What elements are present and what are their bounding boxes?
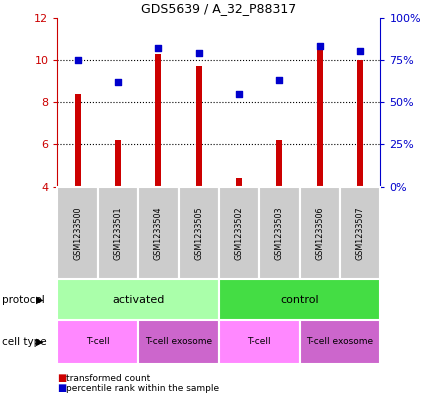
Bar xyxy=(57,187,98,279)
Point xyxy=(316,43,323,50)
Title: GDS5639 / A_32_P88317: GDS5639 / A_32_P88317 xyxy=(141,2,297,15)
Bar xyxy=(138,320,219,364)
Text: ▶: ▶ xyxy=(36,295,43,305)
Bar xyxy=(196,66,202,187)
Bar xyxy=(219,187,259,279)
Point xyxy=(114,79,122,85)
Text: ■: ■ xyxy=(57,373,67,383)
Text: GSM1233505: GSM1233505 xyxy=(194,206,203,260)
Text: protocol: protocol xyxy=(2,295,45,305)
Text: ■: ■ xyxy=(57,383,67,393)
Bar xyxy=(57,279,219,320)
Bar xyxy=(340,187,380,279)
Text: GSM1233501: GSM1233501 xyxy=(113,206,122,260)
Text: cell type: cell type xyxy=(2,337,47,347)
Text: GSM1233503: GSM1233503 xyxy=(275,206,284,260)
Bar xyxy=(259,187,300,279)
Text: T-cell: T-cell xyxy=(247,338,271,346)
Text: transformed count: transformed count xyxy=(66,374,150,382)
Text: GSM1233502: GSM1233502 xyxy=(235,206,244,260)
Text: activated: activated xyxy=(112,295,164,305)
Bar xyxy=(178,187,219,279)
Text: T-cell exosome: T-cell exosome xyxy=(306,338,374,346)
Text: T-cell: T-cell xyxy=(86,338,110,346)
Text: control: control xyxy=(280,295,319,305)
Point xyxy=(357,48,363,55)
Text: ▶: ▶ xyxy=(36,337,43,347)
Bar xyxy=(276,140,283,187)
Bar xyxy=(219,279,380,320)
Point xyxy=(155,45,162,51)
Bar xyxy=(317,47,323,187)
Text: GSM1233500: GSM1233500 xyxy=(73,206,82,260)
Bar xyxy=(98,187,138,279)
Bar xyxy=(138,187,178,279)
Point xyxy=(74,57,81,63)
Point xyxy=(235,90,242,97)
Bar xyxy=(300,320,380,364)
Bar xyxy=(115,140,121,187)
Bar xyxy=(219,320,300,364)
Text: GSM1233504: GSM1233504 xyxy=(154,206,163,260)
Bar xyxy=(300,187,340,279)
Bar xyxy=(236,178,242,187)
Bar xyxy=(357,60,363,187)
Text: GSM1233507: GSM1233507 xyxy=(356,206,365,260)
Text: GSM1233506: GSM1233506 xyxy=(315,206,324,260)
Point xyxy=(195,50,202,56)
Point xyxy=(276,77,283,83)
Bar xyxy=(155,53,162,187)
Bar xyxy=(74,94,81,187)
Text: T-cell exosome: T-cell exosome xyxy=(145,338,212,346)
Text: percentile rank within the sample: percentile rank within the sample xyxy=(66,384,219,393)
Bar xyxy=(57,320,138,364)
